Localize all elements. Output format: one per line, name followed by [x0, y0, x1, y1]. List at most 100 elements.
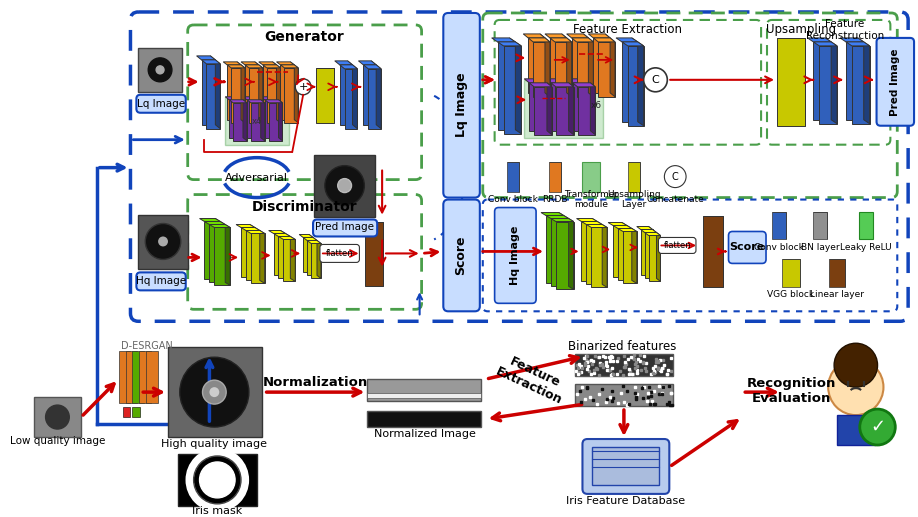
Polygon shape	[555, 87, 574, 135]
Polygon shape	[344, 69, 357, 129]
Polygon shape	[829, 260, 845, 287]
FancyBboxPatch shape	[320, 245, 360, 263]
Polygon shape	[230, 100, 247, 103]
Polygon shape	[551, 219, 568, 286]
Text: Iris mask: Iris mask	[192, 506, 242, 516]
Polygon shape	[813, 211, 827, 239]
Polygon shape	[628, 162, 640, 192]
Circle shape	[156, 66, 164, 74]
Polygon shape	[566, 38, 572, 97]
Text: Score: Score	[730, 242, 765, 252]
Polygon shape	[602, 224, 607, 287]
Polygon shape	[524, 79, 547, 83]
Bar	[146, 351, 158, 403]
Text: Pred Image: Pred Image	[315, 222, 375, 233]
Polygon shape	[353, 65, 357, 129]
Text: flatten: flatten	[664, 241, 691, 250]
Text: Recognition
Evaluation: Recognition Evaluation	[747, 377, 836, 405]
Polygon shape	[303, 237, 313, 272]
Polygon shape	[573, 83, 595, 87]
Polygon shape	[567, 79, 590, 83]
Text: Upsampling
Layer: Upsampling Layer	[607, 190, 661, 209]
Polygon shape	[209, 224, 230, 227]
FancyBboxPatch shape	[137, 272, 185, 291]
Polygon shape	[588, 34, 610, 38]
Polygon shape	[276, 65, 281, 123]
Polygon shape	[577, 219, 598, 221]
Polygon shape	[303, 237, 317, 240]
Polygon shape	[559, 212, 564, 283]
Polygon shape	[581, 221, 602, 224]
Polygon shape	[782, 260, 800, 287]
Polygon shape	[545, 34, 566, 38]
Bar	[168, 347, 262, 437]
Polygon shape	[266, 68, 281, 123]
Polygon shape	[508, 162, 520, 192]
Polygon shape	[546, 79, 568, 83]
Polygon shape	[260, 231, 264, 283]
Polygon shape	[540, 34, 545, 93]
Polygon shape	[316, 68, 334, 123]
Polygon shape	[233, 103, 247, 141]
Polygon shape	[246, 231, 260, 280]
Polygon shape	[605, 34, 610, 93]
Polygon shape	[207, 64, 220, 129]
Polygon shape	[202, 60, 220, 64]
Text: Lq Image: Lq Image	[137, 99, 185, 109]
Polygon shape	[274, 234, 285, 276]
Polygon shape	[263, 65, 276, 120]
Polygon shape	[209, 224, 225, 282]
Polygon shape	[621, 222, 627, 278]
Polygon shape	[581, 221, 598, 281]
Bar	[132, 407, 140, 417]
Polygon shape	[202, 60, 216, 125]
Polygon shape	[616, 38, 638, 42]
Polygon shape	[550, 38, 566, 93]
Polygon shape	[273, 62, 276, 120]
Polygon shape	[285, 234, 290, 278]
Circle shape	[665, 165, 686, 188]
Polygon shape	[608, 222, 627, 225]
Polygon shape	[371, 61, 376, 125]
Polygon shape	[840, 38, 864, 42]
Polygon shape	[649, 235, 660, 281]
Bar	[140, 351, 151, 403]
Polygon shape	[243, 100, 247, 141]
Text: Generator: Generator	[264, 30, 344, 44]
Circle shape	[828, 359, 883, 415]
Polygon shape	[249, 68, 263, 123]
Bar	[225, 97, 289, 145]
Text: Lq Image: Lq Image	[454, 72, 467, 137]
Polygon shape	[545, 38, 550, 97]
Bar	[592, 447, 659, 485]
Polygon shape	[653, 230, 656, 278]
Polygon shape	[241, 62, 259, 65]
Polygon shape	[269, 103, 283, 141]
Polygon shape	[638, 42, 644, 126]
Circle shape	[46, 405, 69, 429]
Polygon shape	[703, 216, 722, 287]
Polygon shape	[529, 83, 547, 131]
Polygon shape	[627, 225, 632, 280]
Polygon shape	[546, 216, 568, 219]
Polygon shape	[196, 56, 216, 60]
Polygon shape	[528, 38, 550, 42]
Polygon shape	[245, 65, 259, 120]
Polygon shape	[259, 62, 276, 65]
Polygon shape	[528, 38, 545, 93]
Polygon shape	[777, 38, 804, 126]
Bar	[858, 211, 873, 239]
Polygon shape	[284, 239, 296, 281]
Polygon shape	[632, 38, 638, 121]
Text: Concatenate: Concatenate	[646, 195, 704, 204]
Polygon shape	[618, 229, 637, 232]
Text: Adversarial: Adversarial	[225, 173, 288, 183]
Polygon shape	[308, 240, 317, 276]
Polygon shape	[549, 162, 561, 192]
FancyBboxPatch shape	[877, 38, 914, 126]
Text: Feature
Reconstruction: Feature Reconstruction	[806, 19, 884, 41]
Polygon shape	[637, 226, 653, 230]
Polygon shape	[846, 42, 864, 120]
Polygon shape	[225, 97, 243, 100]
Polygon shape	[644, 233, 656, 278]
